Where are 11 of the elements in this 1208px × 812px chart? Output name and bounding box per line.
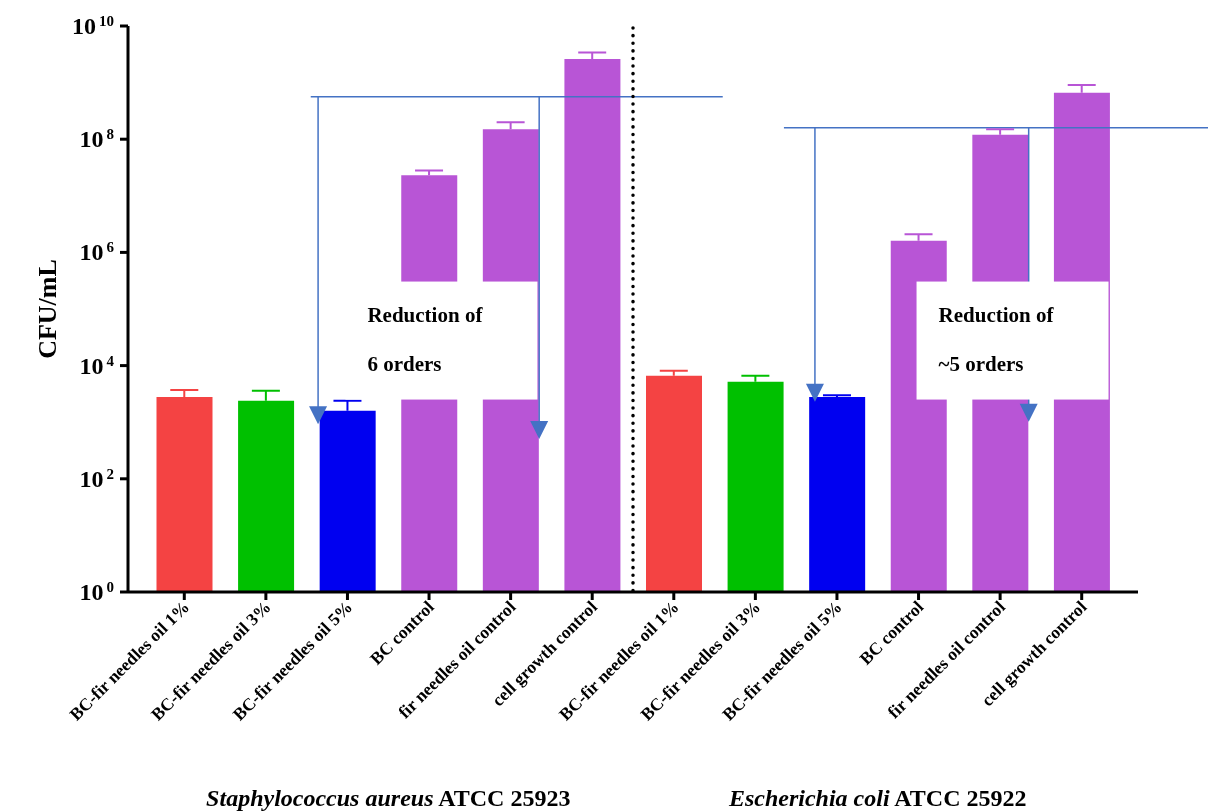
- y-tick-label: 10$^{8}$: [79, 126, 114, 153]
- annotation: Reduction of ~5 orders: [938, 302, 1055, 376]
- y-tick-label: 10$^{6}$: [79, 239, 115, 266]
- y-tick-label: 10$^{4}$: [79, 352, 115, 379]
- text: Escherichia coli ATCC 25922: [727, 785, 1027, 811]
- annotation: Reduction of 6 orders: [367, 302, 484, 376]
- text: Staphylococcus aureus ATCC 25923: [206, 785, 571, 811]
- y-axis-title: CFU/mL: [33, 259, 63, 359]
- y-tick-label: 10$^{2}$: [79, 465, 114, 492]
- y-tick-label: 10$^{10}$: [72, 13, 114, 39]
- y-tick-label: 10$^{0}$: [79, 579, 114, 605]
